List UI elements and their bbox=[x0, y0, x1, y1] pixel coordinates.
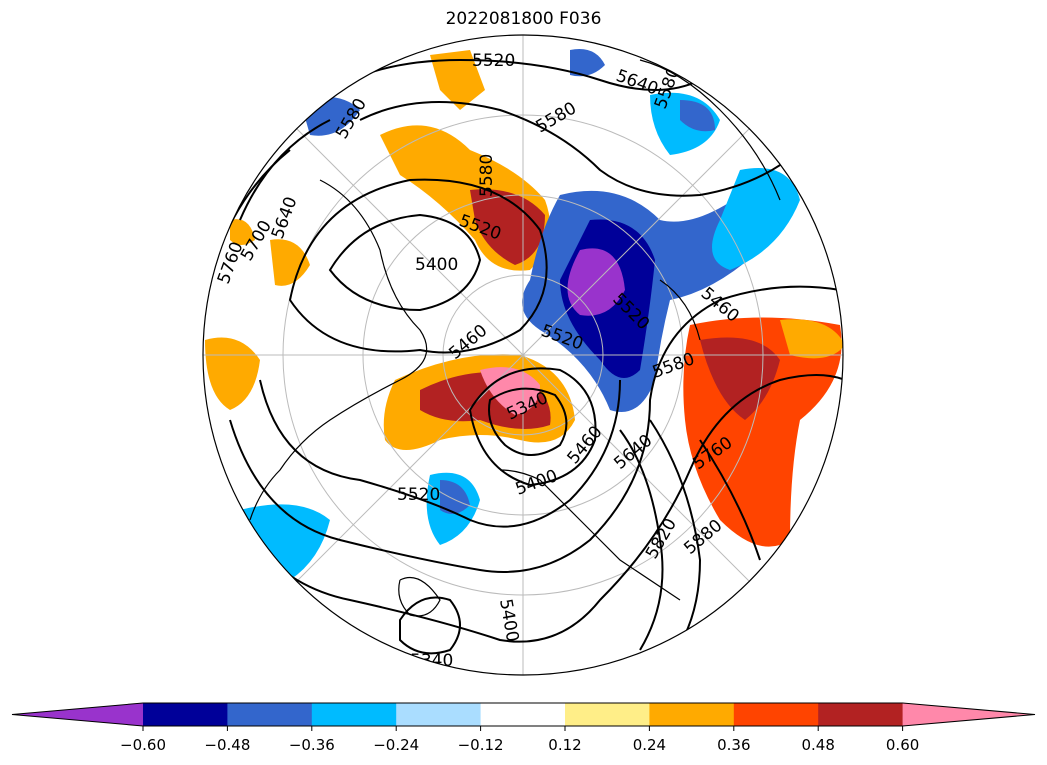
colorbar-segment bbox=[396, 703, 482, 726]
colorbar-tick-label: −0.36 bbox=[289, 736, 335, 754]
colorbar-segment bbox=[649, 703, 735, 726]
colorbar-ticks: −0.60 −0.48 −0.36 −0.24 −0.12 0.12 0.24 0.36 0.4… bbox=[120, 726, 919, 754]
map-title: 2022081800 F036 bbox=[445, 9, 602, 29]
colorbar-segment bbox=[480, 703, 566, 726]
colorbar-segment bbox=[227, 703, 313, 726]
colorbar-segment bbox=[733, 703, 819, 726]
colorbar-tick-label: −0.24 bbox=[373, 736, 419, 754]
colorbar-segments bbox=[11, 702, 1036, 727]
colorbar-tick-label: 0.48 bbox=[801, 736, 834, 754]
colorbar-tick-label: 0.12 bbox=[548, 736, 581, 754]
anomaly-shading bbox=[205, 49, 843, 580]
colorbar-segment bbox=[311, 703, 397, 726]
contour-label: 5400 bbox=[415, 255, 458, 275]
colorbar-tick-label: 0.24 bbox=[633, 736, 666, 754]
colorbar-segment bbox=[143, 703, 228, 726]
colorbar-segment bbox=[902, 703, 1035, 726]
colorbar-tick-label: 0.60 bbox=[886, 736, 919, 754]
contour-label: 5580 bbox=[477, 154, 497, 197]
colorbar-tick-label: −0.12 bbox=[458, 736, 504, 754]
map-boundary bbox=[202, 34, 844, 676]
contour-label: 5520 bbox=[472, 51, 515, 71]
colorbar-tick-label: 0.36 bbox=[717, 736, 750, 754]
colorbar-tick-label: −0.60 bbox=[120, 736, 166, 754]
colorbar-tick-label: −0.48 bbox=[204, 736, 250, 754]
colorbar-segment bbox=[12, 703, 143, 726]
colorbar-segment bbox=[818, 703, 904, 726]
graticule bbox=[203, 35, 843, 675]
polar-map: 5520 5640 5580 5580 5580 5580 5640 5520 … bbox=[202, 34, 844, 676]
colorbar-segment bbox=[565, 703, 650, 726]
contour-label: 5520 bbox=[397, 485, 440, 505]
